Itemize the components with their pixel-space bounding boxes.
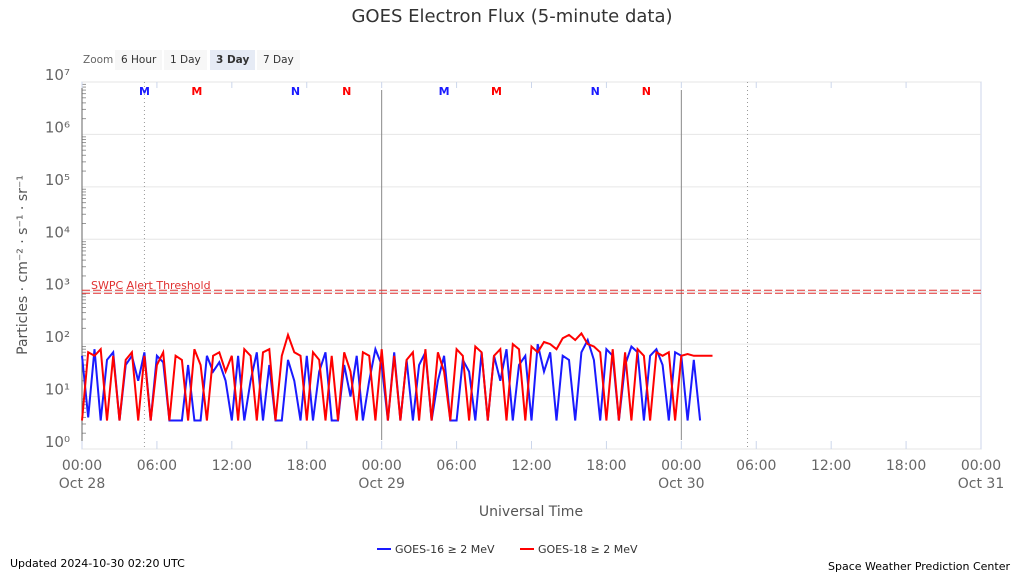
y-axis-label: Particles · cm⁻² · s⁻¹ · sr⁻¹	[15, 175, 31, 355]
mlt-marker: N	[591, 85, 600, 98]
x-tick-label: 00:00	[361, 458, 401, 474]
mlt-marker: M	[139, 85, 150, 98]
updated-timestamp: Updated 2024-10-30 02:20 UTC	[10, 557, 185, 570]
y-tick-label: 10⁷	[45, 66, 70, 84]
zoom-3-day-button[interactable]: 3 Day	[210, 50, 256, 70]
y-tick-label: 10²	[45, 328, 70, 346]
zoom-1-day-button[interactable]: 1 Day	[164, 50, 207, 70]
mlt-marker: N	[291, 85, 300, 98]
chart-title: GOES Electron Flux (5-minute data)	[351, 6, 673, 27]
y-tick-label: 10⁶	[45, 118, 70, 136]
mlt-marker: M	[491, 85, 502, 98]
mlt-marker: M	[191, 85, 202, 98]
x-tick-label: 00:00	[661, 458, 701, 474]
mlt-marker: N	[642, 85, 651, 98]
legend-goes16[interactable]: GOES-16 ≥ 2 MeV	[395, 543, 495, 556]
zoom-6-hour-button[interactable]: 6 Hour	[115, 50, 163, 70]
legend[interactable]: GOES-16 ≥ 2 MeV GOES-18 ≥ 2 MeV	[377, 543, 638, 556]
y-tick-label: 10⁰	[45, 433, 70, 451]
x-axis-label: Universal Time	[479, 504, 583, 520]
legend-goes18[interactable]: GOES-18 ≥ 2 MeV	[538, 543, 638, 556]
plot-area	[81, 81, 982, 450]
mlt-marker: N	[342, 85, 351, 98]
threshold-label: SWPC Alert Threshold	[91, 279, 211, 292]
goes18-line	[81, 331, 713, 421]
credit-text: Space Weather Prediction Center	[828, 560, 1010, 573]
x-tick-label: 12:00	[811, 458, 851, 474]
x-tick-date-label: Oct 28	[59, 476, 105, 492]
x-tick-label: 18:00	[886, 458, 926, 474]
x-tick-label: 00:00	[961, 458, 1001, 474]
x-tick-date-label: Oct 30	[658, 476, 704, 492]
x-tick-label: 18:00	[287, 458, 327, 474]
x-tick-label: 06:00	[137, 458, 177, 474]
y-tick-label: 10¹	[45, 381, 70, 399]
zoom-label: Zoom	[83, 54, 114, 66]
x-tick-label: 06:00	[736, 458, 776, 474]
y-tick-label: 10³	[45, 276, 70, 294]
y-tick-label: 10⁴	[45, 223, 70, 241]
x-tick-date-label: Oct 29	[358, 476, 404, 492]
x-tick-label: 18:00	[586, 458, 626, 474]
zoom-7-day-button[interactable]: 7 Day	[257, 50, 300, 70]
x-tick-label: 12:00	[511, 458, 551, 474]
mlt-marker: M	[439, 85, 450, 98]
x-tick-date-label: Oct 31	[958, 476, 1004, 492]
y-tick-label: 10⁵	[45, 171, 70, 189]
x-tick-label: 06:00	[436, 458, 476, 474]
x-tick-label: 12:00	[212, 458, 252, 474]
x-tick-label: 00:00	[62, 458, 102, 474]
